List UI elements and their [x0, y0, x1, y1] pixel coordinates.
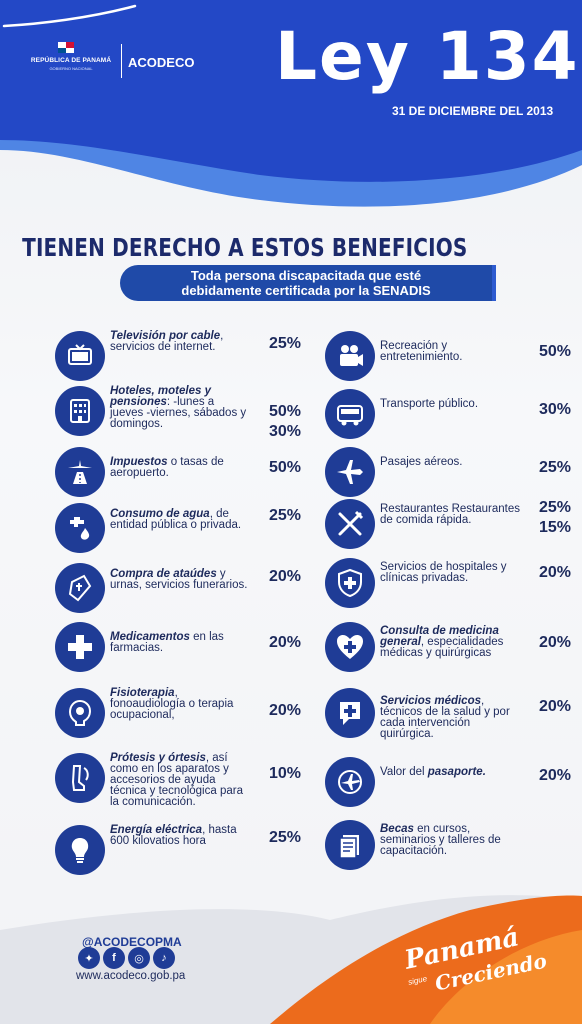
medicine-cross-icon: [55, 622, 105, 672]
eligibility-line-1: Toda persona discapacitada que esté: [190, 268, 422, 283]
benefit-hotels: Hoteles, moteles y pensiones: -lunes a j…: [55, 385, 305, 446]
benefit-electricity: Energía eléctrica, hasta 600 kilovatios …: [55, 824, 305, 885]
passport-icon: [325, 757, 375, 807]
benefit-text: Prótesis y órtesis, así como en los apar…: [110, 752, 243, 808]
benefit-general-medicine: Consulta de medicina general, especialid…: [325, 622, 575, 682]
benefit-percentage: 25%: [268, 335, 302, 352]
law-title: Ley 134: [275, 18, 580, 95]
tiktok-icon[interactable]: ♪: [153, 947, 175, 969]
benefit-percentage: 25%: [268, 507, 302, 524]
benefit-text: Restaurantes Restaurantes de comida rápi…: [380, 503, 520, 526]
benefit-air-tickets: Pasajes aéreos. 25%: [325, 447, 575, 507]
benefit-medicines: Medicamentos en las farmacias. 20%: [55, 622, 305, 682]
scholarship-icon: [325, 820, 375, 870]
airplane-icon: [325, 447, 375, 497]
benefit-text: Consulta de medicina general, especialid…: [380, 625, 504, 659]
benefit-percentage: 20%: [538, 767, 572, 784]
benefit-percentage: 20%: [268, 568, 302, 585]
benefit-text: Pasajes aéreos.: [380, 456, 463, 468]
benefit-water: Consumo de agua, de entidad pública o pr…: [55, 503, 305, 563]
benefit-airport-taxes: Impuestos o tasas de aeropuerto. 50%: [55, 447, 305, 507]
benefit-percentage: 30%: [538, 401, 572, 418]
hotel-icon: [55, 386, 105, 436]
benefit-text: Consumo de agua, de entidad pública o pr…: [110, 508, 242, 531]
benefit-percentage: 20%: [538, 698, 572, 715]
benefit-text: Compra de ataúdes y urnas, servicios fun…: [110, 568, 248, 591]
agency-name: ACODECO: [128, 55, 195, 70]
logo-divider: [121, 44, 122, 78]
airplane-runway-icon: [55, 447, 105, 497]
benefit-percentage: 20%: [538, 634, 572, 651]
tv-icon: [55, 331, 105, 381]
instagram-icon[interactable]: ◎: [128, 947, 150, 969]
benefit-percentage: 10%: [268, 765, 302, 782]
projector-icon: [325, 331, 375, 381]
benefit-prosthesis: Prótesis y órtesis, así como en los apar…: [55, 752, 305, 813]
benefit-text: Hoteles, moteles y pensiones: -lunes a j…: [110, 385, 247, 430]
benefit-text: Impuestos o tasas de aeropuerto.: [110, 456, 224, 479]
benefit-therapy: Fisioterapia, fonoaudiología o terapia o…: [55, 687, 305, 748]
medical-bubble-icon: [325, 688, 375, 738]
swoosh-underline: [2, 4, 137, 28]
water-tap-icon: [55, 503, 105, 553]
benefit-hospitals: Servicios de hospitales y clínicas priva…: [325, 558, 575, 618]
benefit-text: Fisioterapia, fonoaudiología o terapia o…: [110, 687, 234, 721]
benefit-text: Servicios de hospitales y clínicas priva…: [380, 561, 507, 584]
coffin-icon: [55, 563, 105, 613]
benefit-percentage: 25%: [538, 499, 572, 516]
facebook-icon[interactable]: f: [103, 947, 125, 969]
social-icons: ✦ f ◎ ♪: [78, 947, 175, 971]
benefit-passport: Valor del pasaporte. 20%: [325, 757, 575, 817]
benefit-public-transport: Transporte público. 30%: [325, 389, 575, 449]
eligibility-banner: Toda persona discapacitada que esté debi…: [120, 265, 492, 301]
shield-cross-icon: [325, 558, 375, 608]
law-date: 31 DE DICIEMBRE DEL 2013: [392, 104, 554, 118]
benefits-title: TIENEN DERECHO A ESTOS BENEFICIOS: [22, 233, 468, 262]
republica-label: REPÚBLICA DE PANAMÁ: [30, 57, 112, 64]
benefit-percentage: 20%: [538, 564, 572, 581]
footer-wave: [0, 895, 582, 1024]
cutlery-icon: [325, 499, 375, 549]
twitter-icon[interactable]: ✦: [78, 947, 100, 969]
benefit-percentage: 50%: [268, 403, 302, 420]
benefit-percentage: 20%: [268, 702, 302, 719]
prosthesis-icon: [55, 753, 105, 803]
benefit-cable-tv: Televisión por cable, servicios de inter…: [55, 330, 305, 391]
benefit-percentage: 50%: [268, 459, 302, 476]
benefit-text: Servicios médicos, técnicos de la salud …: [380, 695, 510, 740]
benefit-text: Medicamentos en las farmacias.: [110, 631, 224, 654]
benefit-medical-services: Servicios médicos, técnicos de la salud …: [325, 688, 575, 748]
benefit-percentage-weekend: 30%: [268, 423, 302, 440]
social-handle[interactable]: @ACODECOPMA: [82, 935, 182, 949]
gobierno-label: GOBIERNO NACIONAL: [49, 66, 93, 71]
benefit-percentage: 25%: [268, 829, 302, 846]
eligibility-line-2: debidamente certificada por la SENADIS: [181, 283, 431, 298]
therapy-icon: [55, 688, 105, 738]
website-link[interactable]: www.acodeco.gob.pa: [76, 970, 186, 982]
benefit-text: Televisión por cable, servicios de inter…: [110, 330, 224, 353]
benefit-text: Valor del pasaporte.: [380, 766, 486, 778]
header-banner: REPÚBLICA DE PANAMÁ GOBIERNO NACIONAL AC…: [0, 0, 582, 210]
panama-sigue-creciendo-logo: Panamá sigue Creciendo: [402, 922, 549, 996]
benefit-scholarships: Becas en cursos, seminarios y talleres d…: [325, 820, 575, 880]
benefit-text: Recreación y entretenimiento.: [380, 340, 463, 363]
benefit-percentage: 20%: [268, 634, 302, 651]
benefit-funeral: Compra de ataúdes y urnas, servicios fun…: [55, 563, 305, 623]
benefit-text: Transporte público.: [380, 398, 479, 410]
government-logo: REPÚBLICA DE PANAMÁ GOBIERNO NACIONAL AC…: [28, 42, 208, 82]
bus-icon: [325, 389, 375, 439]
panama-flag-icon: [58, 42, 74, 53]
benefit-percentage: 50%: [538, 343, 572, 360]
benefit-text: Energía eléctrica, hasta 600 kilovatios …: [110, 824, 237, 847]
benefit-percentage-fastfood: 15%: [538, 519, 572, 536]
heart-cross-icon: [325, 622, 375, 672]
benefit-recreation: Recreación y entretenimiento. 50%: [325, 331, 575, 391]
benefit-percentage: 25%: [538, 459, 572, 476]
benefit-restaurants: Restaurantes Restaurantes de comida rápi…: [325, 499, 575, 559]
benefit-text: Becas en cursos, seminarios y talleres d…: [380, 823, 501, 857]
lightbulb-icon: [55, 825, 105, 875]
